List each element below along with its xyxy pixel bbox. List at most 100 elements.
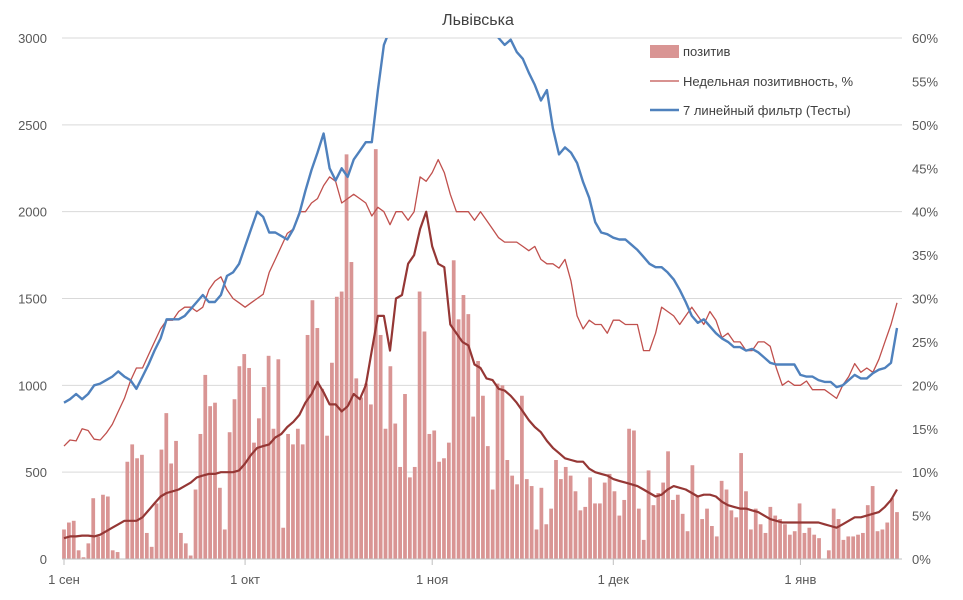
x-axis-ticks: 1 сен 1 окт 1 ноя 1 дек 1 янв [48, 559, 816, 587]
bar [773, 515, 778, 559]
bar [407, 477, 412, 559]
bar [685, 531, 690, 559]
right-tick-label: 55% [912, 74, 938, 89]
bar [870, 486, 875, 559]
bar [62, 529, 66, 559]
bar [242, 354, 247, 559]
x-tick-label: 1 ноя [416, 572, 448, 587]
right-tick-label: 50% [912, 118, 938, 133]
bar [534, 529, 539, 559]
bar [432, 430, 437, 559]
bar [188, 555, 193, 559]
bar [661, 482, 666, 559]
bar [315, 328, 320, 559]
bar [865, 505, 870, 559]
bar [140, 454, 144, 559]
bar [256, 418, 261, 559]
bar [885, 522, 890, 559]
bar [198, 433, 203, 559]
bar [96, 536, 100, 559]
bar [154, 503, 159, 559]
bar [213, 402, 217, 559]
bar [524, 479, 529, 559]
bar [510, 475, 515, 559]
bar [388, 366, 393, 559]
bar [203, 374, 208, 559]
bar [895, 512, 899, 559]
bar [339, 291, 344, 559]
bar [446, 442, 451, 559]
x-tick-label: 1 окт [230, 572, 260, 587]
bar [86, 543, 91, 559]
bar [700, 519, 705, 559]
bar [544, 524, 549, 559]
bar [261, 387, 266, 559]
bar [130, 444, 135, 559]
right-tick-label: 0% [912, 552, 931, 567]
bar [266, 355, 271, 559]
bar [276, 359, 281, 559]
bar [456, 319, 461, 559]
bar [71, 520, 76, 559]
bar [890, 498, 894, 559]
bar [222, 529, 227, 559]
bar [651, 505, 656, 559]
bar [783, 524, 787, 559]
bar [549, 508, 554, 559]
left-axis-ticks: 0 500 1000 1500 2000 2500 3000 [18, 31, 47, 567]
x-tick-label: 1 сен [48, 572, 80, 587]
bar [734, 517, 739, 559]
bar [422, 331, 427, 559]
right-tick-label: 25% [912, 335, 938, 350]
bar [515, 484, 519, 559]
bar [563, 466, 568, 559]
right-tick-label: 45% [912, 161, 938, 176]
bar [597, 503, 602, 559]
bar [115, 552, 120, 559]
bar [105, 496, 110, 559]
bar [354, 378, 359, 559]
bar [485, 446, 490, 559]
bar [787, 534, 792, 559]
bar [300, 444, 305, 559]
bar [578, 510, 583, 559]
bar [617, 515, 622, 559]
left-tick-label: 1000 [18, 378, 47, 393]
bar [383, 428, 388, 559]
bar [247, 367, 251, 559]
right-tick-label: 35% [912, 248, 938, 263]
bar [729, 510, 734, 559]
bar [461, 295, 466, 559]
bar [344, 154, 349, 559]
bar [529, 486, 534, 559]
left-tick-label: 0 [40, 552, 47, 567]
bar [227, 432, 232, 559]
bar [583, 506, 588, 559]
right-tick-label: 20% [912, 378, 938, 393]
bar [671, 499, 675, 559]
bar [812, 534, 817, 559]
bar [739, 453, 743, 559]
bar [291, 444, 295, 559]
bar [135, 458, 139, 559]
right-tick-label: 10% [912, 465, 938, 480]
bar [797, 503, 802, 559]
bar [169, 463, 174, 559]
bar [744, 491, 748, 559]
bar [451, 260, 456, 559]
bar [442, 458, 446, 559]
bar [476, 361, 480, 559]
bar [612, 491, 617, 559]
bar [500, 385, 505, 559]
bar [602, 482, 607, 559]
bar [632, 430, 636, 559]
left-tick-label: 500 [25, 465, 47, 480]
bar [856, 534, 860, 559]
legend: позитив Недельная позитивность, % 7 лине… [650, 44, 853, 118]
bar [320, 388, 325, 559]
right-tick-label: 30% [912, 292, 938, 307]
bar [295, 428, 300, 559]
bar [851, 536, 856, 559]
bar [836, 519, 841, 559]
